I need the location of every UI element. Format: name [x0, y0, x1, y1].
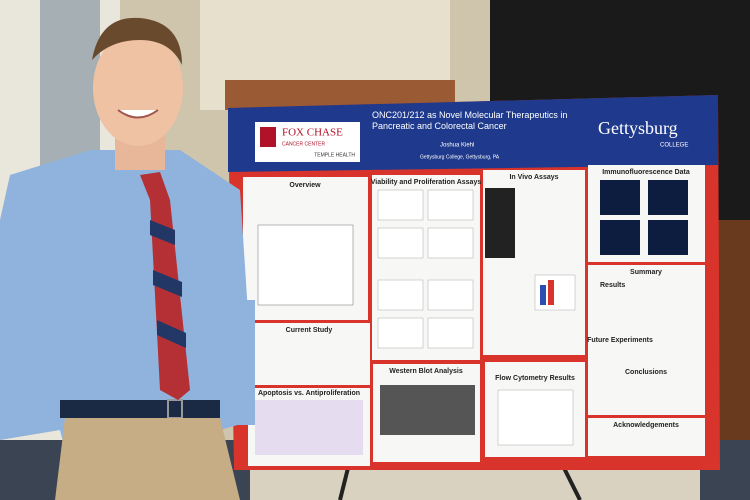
tie-stripe — [150, 220, 175, 245]
author: Joshua Kiehl — [440, 143, 474, 149]
section-heading: Future Experiments — [587, 337, 653, 344]
section-heading: Immunofluorescence Data — [602, 169, 690, 176]
tie-stripe — [153, 270, 182, 297]
plot — [377, 227, 424, 259]
flow-plot — [497, 389, 574, 446]
plot — [427, 189, 474, 221]
bar-shape — [548, 280, 554, 305]
if-image — [600, 220, 640, 255]
section-heading: Overview — [289, 182, 321, 189]
section-heading: Conclusions — [625, 369, 667, 376]
plot — [377, 189, 424, 221]
hair — [92, 17, 182, 65]
section-heading: In Vivo Assays — [509, 174, 558, 181]
panel — [588, 265, 705, 415]
section-heading: Flow Cytometry Results — [495, 375, 575, 382]
college-subtitle: COLLEGE — [660, 143, 688, 149]
affiliation: Gettysburg College, Gettysburg, PA — [420, 154, 500, 160]
section-heading: Acknowledgements — [613, 422, 679, 429]
shirt — [0, 150, 255, 470]
college-name: Gettysburg — [598, 118, 678, 138]
belt — [60, 400, 220, 418]
section-heading: Current Study — [286, 327, 333, 334]
plot — [377, 317, 424, 349]
logo-icon — [260, 127, 276, 147]
arm — [225, 300, 255, 425]
section-heading: Summary — [630, 269, 662, 276]
mouse-images — [485, 188, 515, 258]
poster: FOX CHASE CANCER CENTER TEMPLE HEALTH ON… — [228, 95, 720, 470]
if-image — [600, 180, 640, 215]
apoptosis-plots — [255, 400, 363, 455]
logo-name: FOX CHASE — [282, 127, 343, 139]
section-heading: Viability and Proliferation Assays — [371, 179, 482, 186]
if-image — [648, 180, 688, 215]
panel — [588, 418, 705, 456]
panel — [248, 323, 370, 385]
section-heading: Western Blot Analysis — [389, 368, 463, 375]
logo-tagline: TEMPLE HEALTH — [314, 152, 355, 158]
section-heading: Results — [600, 282, 625, 289]
plot — [427, 317, 474, 349]
smile — [117, 109, 159, 119]
diagram — [257, 224, 354, 306]
person — [0, 17, 255, 500]
plot — [377, 279, 424, 311]
poster-title: ONC201/212 as Novel Molecular Therapeuti… — [372, 110, 568, 131]
face — [93, 30, 183, 146]
logo-subtitle: CANCER CENTER — [282, 141, 325, 147]
tie-stripe — [157, 320, 186, 348]
plot — [427, 279, 474, 311]
pants — [55, 418, 240, 500]
title-box: ONC201/212 as Novel Molecular Therapeuti… — [372, 110, 568, 131]
section-heading: Apoptosis vs. Antiproliferation — [258, 390, 360, 397]
bar-shape — [540, 285, 546, 305]
if-image — [648, 220, 688, 255]
blot — [380, 385, 475, 435]
plot — [427, 227, 474, 259]
